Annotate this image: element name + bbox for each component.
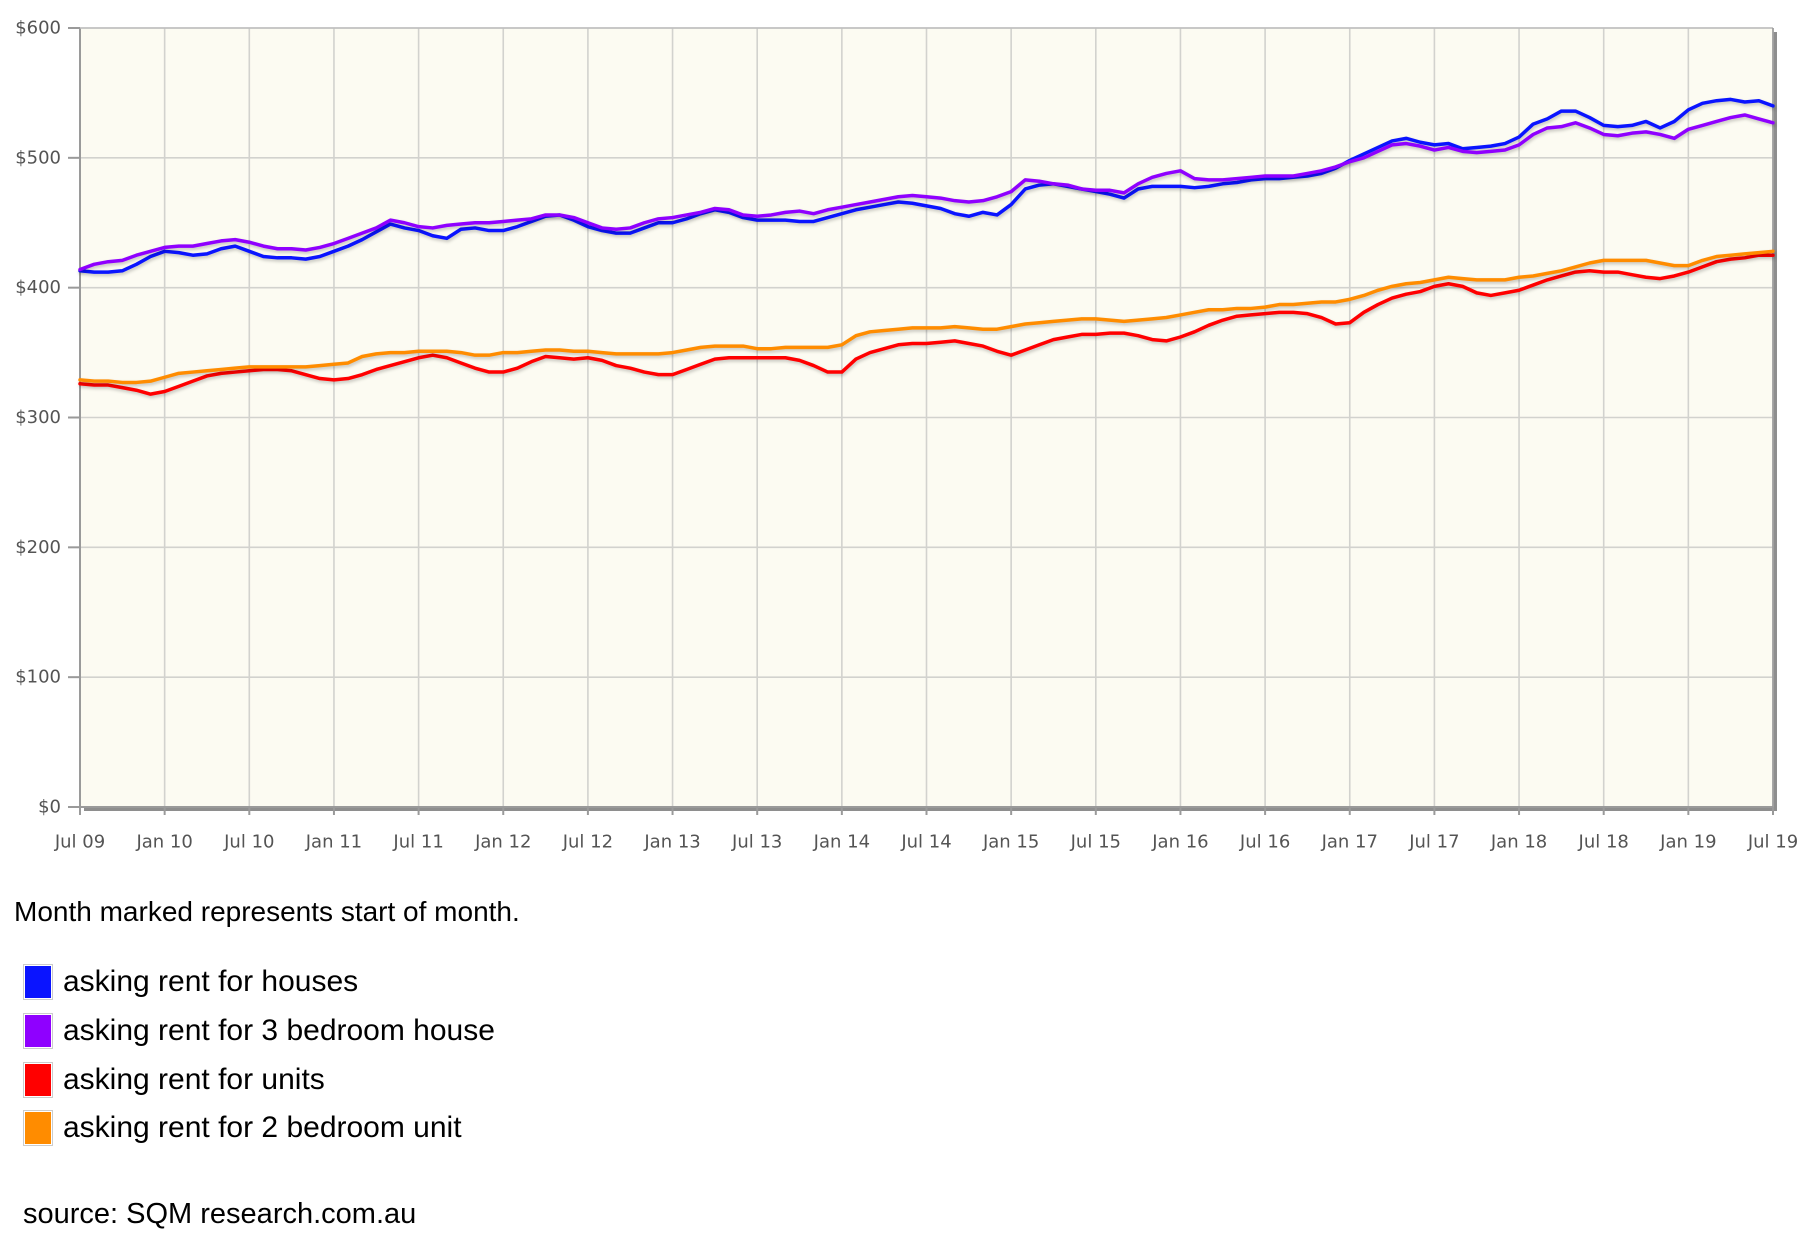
x-tick-label: Jan 15 (982, 832, 1039, 853)
legend-label-3-bedroom-house: asking rent for 3 bedroom house (63, 1013, 495, 1047)
legend-item-3-bedroom-house: asking rent for 3 bedroom house (23, 1012, 495, 1049)
y-tick-label: $100 (15, 667, 61, 688)
rent-line-chart: $0$100$200$300$400$500$600 Jul 09 Jan 10 J… (15, 18, 1798, 853)
legend-swatch-units (25, 1063, 51, 1096)
legend-label-units: asking rent for units (63, 1062, 325, 1096)
y-tick-label: $500 (15, 147, 61, 168)
x-tick-label: Jan 17 (1321, 832, 1378, 853)
x-tick-label: Jul 19 (1747, 832, 1798, 853)
legend-label-2-bedroom-unit: asking rent for 2 bedroom unit (63, 1110, 462, 1144)
series-line-3-bedroom-house (78, 113, 1775, 272)
x-tick-label: Jan 19 (1659, 832, 1716, 853)
series-line-houses (78, 97, 1775, 274)
series-lines (78, 97, 1775, 396)
x-tick-label: Jul 10 (223, 832, 274, 853)
x-tick-label: Jan 13 (643, 832, 700, 853)
legend-swatch-box-2-bedroom-unit (23, 1109, 53, 1146)
legend-swatch-box-units (23, 1061, 53, 1098)
x-tick-label: Jul 11 (392, 832, 443, 853)
x-tick-label: Jul 13 (731, 832, 782, 853)
y-tick-label: $200 (15, 537, 61, 558)
series-line-2-bedroom-unit (78, 249, 1775, 385)
source-credit: source: SQM research.com.au (23, 1198, 417, 1230)
legend-swatch-3-bedroom-house (25, 1014, 51, 1047)
x-tick-label: Jul 17 (1408, 832, 1459, 853)
legend-swatch-2-bedroom-unit (25, 1111, 51, 1144)
x-tick-label: Jan 10 (135, 832, 192, 853)
x-tick-label: Jul 12 (562, 832, 613, 853)
x-tick-label: Jul 18 (1578, 832, 1629, 853)
x-tick-label: Jul 15 (1070, 832, 1121, 853)
x-tick-label: Jul 16 (1239, 832, 1290, 853)
legend-label-houses: asking rent for houses (63, 964, 359, 998)
y-tick-label: $400 (15, 277, 61, 298)
month-note: Month marked represents start of month. (14, 896, 520, 927)
x-tick-label: Jan 18 (1490, 832, 1547, 853)
y-tick-label: $300 (15, 407, 61, 428)
x-tick-label: Jul 14 (900, 832, 951, 853)
x-tick-label: Jan 12 (474, 832, 531, 853)
x-tick-label: Jan 11 (305, 832, 362, 853)
legend-item-units: asking rent for units (23, 1061, 325, 1098)
legend-swatch-box-3-bedroom-house (23, 1012, 53, 1049)
x-tick-label: Jul 09 (54, 832, 105, 853)
x-axis-ticks: Jul 09 Jan 10 Jul 10 Jan 11 Jul 11 Jan 12 Jul … (54, 807, 1798, 853)
legend-swatch-houses (25, 965, 51, 998)
series-line-units (78, 253, 1775, 396)
y-tick-label: $0 (38, 797, 61, 818)
legend-item-houses: asking rent for houses (23, 963, 358, 1000)
y-axis-ticks: $0 $100 $200 $300 $400 $500 $600 (15, 18, 80, 818)
legend-swatch-box-houses (23, 963, 53, 1000)
x-tick-label: Jan 16 (1151, 832, 1208, 853)
y-tick-label: $600 (15, 18, 61, 39)
x-tick-label: Jan 14 (813, 832, 870, 853)
legend-item-2-bedroom-unit: asking rent for 2 bedroom unit (23, 1109, 462, 1146)
